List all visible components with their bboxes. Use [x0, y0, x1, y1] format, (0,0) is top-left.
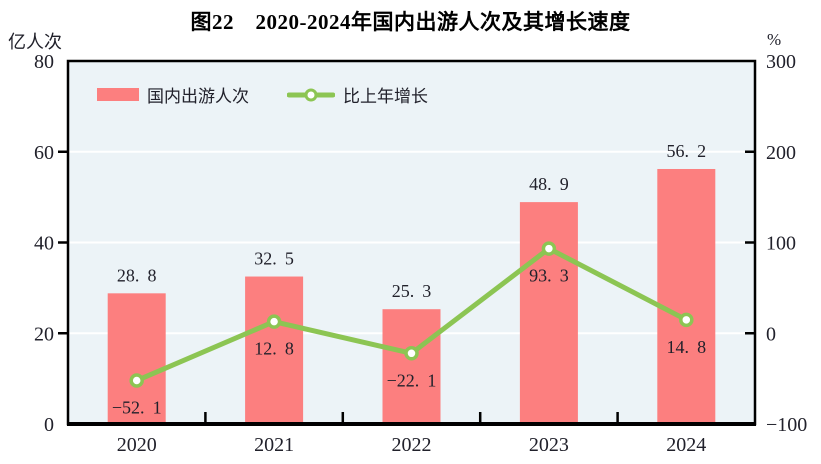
chart-title: 图22 2020-2024年国内出游人次及其增长速度 [190, 10, 631, 34]
line-marker [541, 241, 557, 256]
right-axis-tick-label: 100 [766, 233, 796, 255]
bar-value-label: 28. 8 [117, 265, 157, 285]
line-marker [266, 314, 282, 329]
bar-value-label: 32. 5 [254, 249, 294, 269]
bar [245, 276, 304, 424]
left-axis-tick-label: 60 [34, 142, 54, 164]
bar-value-label: 56. 2 [666, 141, 706, 161]
right-axis-tick-label: 200 [766, 142, 796, 164]
line-value-label: −22. 1 [387, 370, 437, 390]
x-axis-category-label: 2023 [529, 434, 569, 456]
bar [519, 202, 578, 424]
bar [382, 309, 441, 424]
line-value-label: 93. 3 [529, 266, 569, 286]
bar [657, 168, 716, 424]
left-axis-unit-label: 亿人次 [8, 32, 62, 52]
line-value-label: −52. 1 [112, 398, 162, 418]
legend-bar-label: 国内出游人次 [147, 87, 249, 106]
bar [107, 293, 166, 424]
legend: 国内出游人次 比上年增长 [97, 82, 428, 107]
line-marker [129, 373, 144, 388]
x-axis-category-label: 2020 [117, 434, 157, 456]
legend-item-bar-series: 国内出游人次 [97, 82, 249, 107]
legend-line-label: 比上年增长 [343, 87, 428, 106]
left-axis-tick-label: 20 [34, 323, 54, 345]
line-value-label: 12. 8 [254, 339, 294, 359]
left-axis-tick-label: 80 [34, 51, 54, 73]
right-axis-tick-label: 300 [766, 51, 796, 73]
legend-item-line-series: 比上年增长 [287, 82, 428, 107]
left-axis-tick-label: 40 [34, 233, 54, 255]
x-axis-category-label: 2024 [666, 434, 706, 456]
x-axis-category-label: 2022 [392, 434, 432, 456]
line-marker [404, 346, 419, 361]
bar-value-label: 25. 3 [392, 281, 432, 301]
right-axis-tick-label: 0 [766, 323, 776, 345]
line-value-label: 14. 8 [666, 337, 706, 357]
line-marker [679, 312, 694, 328]
bar-series-swatch-icon [97, 88, 139, 101]
line-series-marker-icon [287, 88, 335, 101]
right-axis-unit-label: % [767, 30, 782, 49]
right-axis-tick-label: −100 [766, 414, 807, 436]
left-axis-tick-label: 0 [44, 414, 54, 436]
x-axis-category-label: 2021 [254, 434, 294, 456]
bar-value-label: 48. 9 [529, 174, 569, 194]
